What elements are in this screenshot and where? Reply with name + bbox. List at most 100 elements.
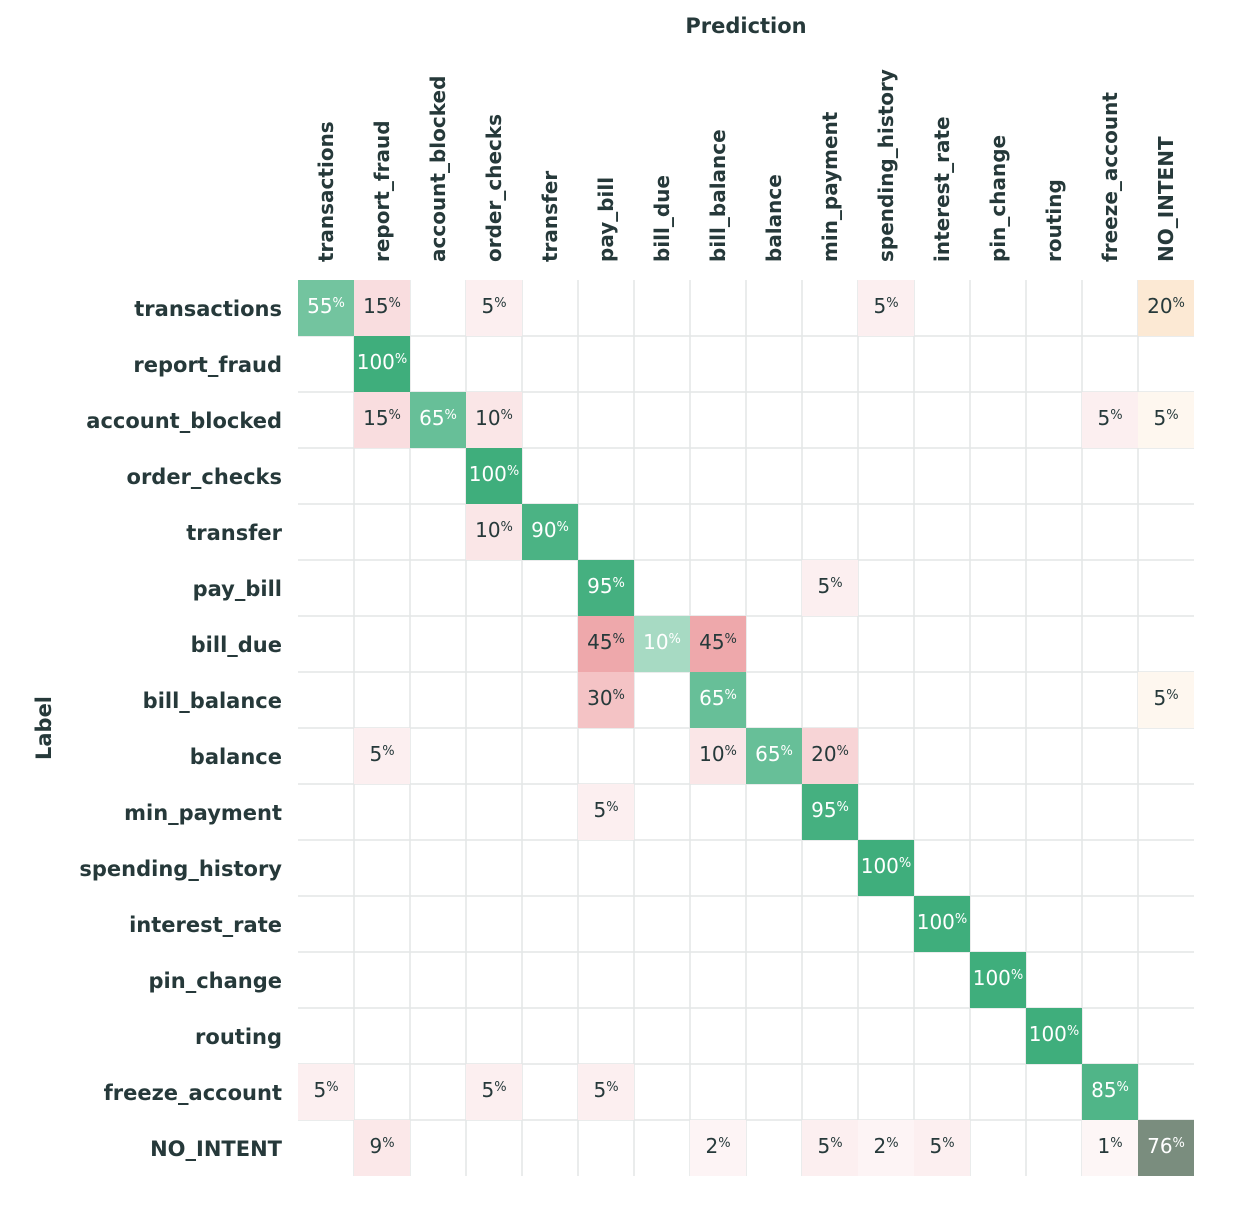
x-tick-label: order_checks: [482, 114, 506, 262]
cell-fill: [634, 616, 690, 672]
cell-value-label: 100%: [917, 910, 968, 934]
y-tick-label: NO_INTENT: [150, 1137, 283, 1161]
y-tick-label: account_blocked: [86, 409, 282, 433]
cell-fill: [858, 1120, 914, 1176]
cell-fill: [1026, 1008, 1082, 1064]
cell-value-label: 5%: [593, 1078, 618, 1102]
cell-fill: [1138, 280, 1194, 336]
heatmap-cell: 90%: [522, 504, 578, 560]
heatmap-cell: 100%: [914, 896, 970, 952]
cell-fill: [690, 1120, 746, 1176]
cell-fill: [802, 560, 858, 616]
y-tick-label: transactions: [134, 297, 282, 321]
cell-fill: [354, 1120, 410, 1176]
heatmap-cell: 5%: [578, 784, 634, 840]
heatmap-cell: 5%: [466, 1064, 522, 1120]
heatmap-cell: 1%: [1082, 1120, 1138, 1176]
x-tick-label: bill_balance: [706, 129, 730, 262]
y-tick-label: bill_due: [191, 633, 282, 657]
cell-fill: [466, 504, 522, 560]
x-tick-label: report_fraud: [370, 120, 394, 262]
heatmap-cell: 20%: [802, 728, 858, 784]
cell-value-label: 1%: [1097, 1134, 1122, 1158]
cell-fill: [578, 784, 634, 840]
cell-value-label: 76%: [1147, 1134, 1185, 1158]
heatmap-cell: 2%: [858, 1120, 914, 1176]
x-tick-label: pay_bill: [594, 177, 618, 262]
cell-fill: [354, 280, 410, 336]
x-tick-label: spending_history: [874, 69, 898, 262]
heatmap-cell: 100%: [466, 448, 522, 504]
cell-value-label: 5%: [1097, 406, 1122, 430]
cell-fill: [914, 896, 970, 952]
cell-fill: [1082, 392, 1138, 448]
cell-value-label: 30%: [587, 686, 625, 710]
cell-fill: [578, 616, 634, 672]
x-tick-label: routing: [1042, 179, 1066, 262]
cell-value-label: 100%: [357, 350, 408, 374]
cell-fill: [466, 392, 522, 448]
y-tick-label: min_payment: [124, 801, 282, 825]
x-tick-label: account_blocked: [426, 76, 450, 262]
cell-value-label: 55%: [307, 294, 345, 318]
heatmap-cell: 30%: [578, 672, 634, 728]
cell-fill: [466, 280, 522, 336]
cell-fill: [914, 1120, 970, 1176]
x-tick-label: transfer: [538, 171, 562, 262]
cell-value-label: 9%: [369, 1134, 394, 1158]
heatmap-cell: 5%: [914, 1120, 970, 1176]
y-tick-label: balance: [190, 745, 282, 769]
x-tick-label: pin_change: [986, 135, 1010, 262]
cell-fill: [1138, 1120, 1194, 1176]
heatmap-cell: 5%: [298, 1064, 354, 1120]
heatmap-cell: 5%: [1082, 392, 1138, 448]
cell-fill: [354, 336, 410, 392]
heatmap-cell: 2%: [690, 1120, 746, 1176]
cell-fill: [298, 1064, 354, 1120]
heatmap-cell: 5%: [466, 280, 522, 336]
heatmap-cell: 45%: [690, 616, 746, 672]
heatmap-cell: 95%: [802, 784, 858, 840]
cell-fill: [858, 280, 914, 336]
cell-value-label: 5%: [873, 294, 898, 318]
cell-fill: [690, 728, 746, 784]
x-tick-label: bill_due: [650, 175, 674, 262]
cell-fill: [802, 728, 858, 784]
heatmap-cell: 100%: [858, 840, 914, 896]
heatmap-cell: 95%: [578, 560, 634, 616]
cell-fill: [466, 1064, 522, 1120]
heatmap-cell: 65%: [410, 392, 466, 448]
cell-value-label: 2%: [873, 1134, 898, 1158]
y-tick-label: freeze_account: [104, 1081, 282, 1105]
heatmap-cell: 100%: [354, 336, 410, 392]
heatmap-cell: 45%: [578, 616, 634, 672]
y-tick-label: report_fraud: [133, 353, 282, 377]
cell-fill: [1138, 672, 1194, 728]
cell-fill: [746, 728, 802, 784]
heatmap-cell: 5%: [1138, 672, 1194, 728]
cell-value-label: 10%: [475, 406, 513, 430]
y-tick-label: routing: [195, 1025, 282, 1049]
heatmap-cell: 10%: [690, 728, 746, 784]
heatmap-cell: 5%: [802, 560, 858, 616]
cell-fill: [690, 672, 746, 728]
heatmap-cell: 9%: [354, 1120, 410, 1176]
cell-fill: [690, 616, 746, 672]
y-axis-title: Label: [32, 696, 56, 760]
heatmap-cell: 5%: [858, 280, 914, 336]
y-tick-label: pay_bill: [193, 577, 282, 601]
cell-fill: [1082, 1064, 1138, 1120]
heatmap-cell: 5%: [354, 728, 410, 784]
cell-fill: [298, 280, 354, 336]
cell-fill: [1138, 392, 1194, 448]
heatmap-cell: 65%: [746, 728, 802, 784]
x-tick-label: transactions: [314, 121, 338, 262]
y-tick-label: bill_balance: [143, 689, 282, 713]
heatmap-cell: 5%: [802, 1120, 858, 1176]
cell-fill: [354, 728, 410, 784]
heatmap-cell: 5%: [578, 1064, 634, 1120]
heatmap-cell: 10%: [466, 504, 522, 560]
heatmap-cell: 10%: [634, 616, 690, 672]
cell-value-label: 10%: [643, 630, 681, 654]
y-tick-label: pin_change: [149, 969, 282, 993]
